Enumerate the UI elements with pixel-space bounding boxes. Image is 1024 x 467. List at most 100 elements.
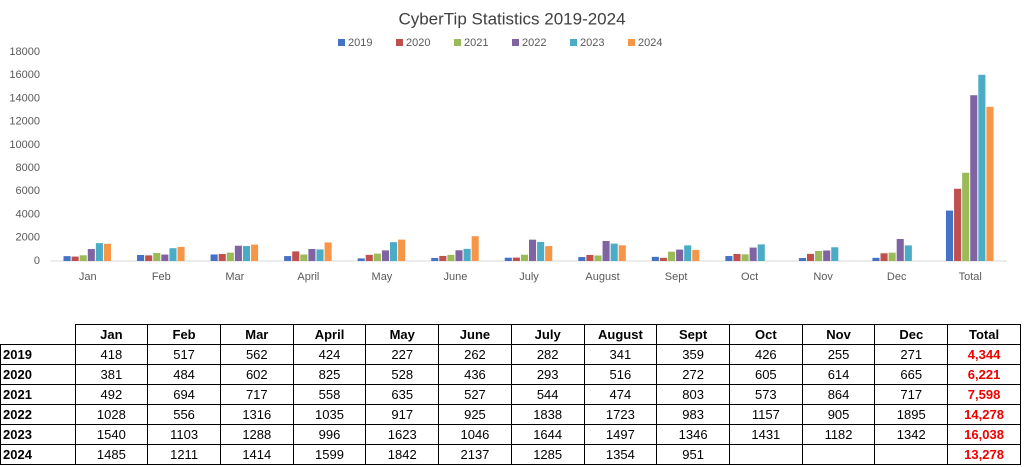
table-cell: 262 (438, 344, 512, 365)
table-cell: 917 (365, 404, 440, 425)
y-tick-label: 2000 (16, 232, 40, 244)
table-cell: 1723 (583, 404, 658, 425)
y-tick-label: 4000 (16, 208, 40, 220)
table-cell (801, 444, 876, 465)
bar (210, 254, 218, 261)
table-cell: 1842 (365, 444, 440, 465)
table-cell: 558 (292, 384, 367, 405)
x-tick-label: Oct (741, 271, 758, 283)
bar (733, 253, 741, 261)
bar (978, 74, 986, 261)
bar (512, 257, 520, 261)
x-tick-label: Nov (813, 271, 833, 283)
bar (504, 257, 512, 261)
bar (610, 243, 618, 261)
bar (431, 257, 439, 261)
table-cell: 516 (583, 364, 658, 385)
bar (251, 244, 259, 261)
table-cell: 341 (583, 344, 658, 365)
chart-title: CyberTip Statistics 2019-2024 (398, 9, 625, 28)
row-header: 2022 (0, 404, 76, 425)
y-tick-label: 10000 (9, 139, 40, 151)
table-cell: 2137 (438, 444, 512, 465)
x-tick-label: April (297, 271, 319, 283)
table-cell: 426 (728, 344, 803, 365)
table-cell: 951 (656, 444, 730, 465)
column-header: Nov (801, 324, 876, 345)
header-row: Jan Feb Mar April May June July August Sept Oct No… (0, 324, 1021, 345)
table-cell: 1103 (147, 424, 221, 445)
table-cell: 528 (365, 364, 440, 385)
x-tick-label: Sept (665, 271, 688, 283)
bar (880, 253, 888, 261)
table-row: 2022 1028 556 1316 1035 917 925 1838 1723 983 1157… (0, 404, 1021, 425)
x-tick-label: July (519, 271, 539, 283)
table-row: 2023 1540 1103 1288 996 1623 1046 1644 1497 1346 1… (0, 424, 1021, 445)
bar (578, 257, 586, 261)
table-row: 2021 492 694 717 558 635 527 544 474 803 573 864 717… (0, 384, 1021, 405)
bar (471, 236, 479, 261)
table-cell: 492 (74, 384, 149, 405)
table-cell: 359 (656, 344, 730, 365)
y-tick-label: 16000 (9, 69, 40, 81)
bar (169, 248, 177, 261)
bar (618, 245, 626, 261)
table-cell: 1623 (365, 424, 440, 445)
legend-label: 2022 (522, 37, 546, 49)
table-cell: 4,344 (947, 344, 1021, 365)
table-cell: 925 (438, 404, 512, 425)
table-cell: 1157 (728, 404, 803, 425)
table-cell: 1028 (74, 404, 149, 425)
x-tick-label: June (444, 271, 468, 283)
legend-label: 2024 (638, 37, 662, 49)
bar (586, 255, 594, 261)
bar (545, 246, 553, 261)
bar (87, 249, 95, 261)
y-tick-label: 18000 (9, 46, 40, 58)
bar (455, 250, 463, 261)
table-cell: 635 (365, 384, 440, 405)
table-cell: 282 (510, 344, 585, 365)
legend-swatch (454, 39, 461, 46)
y-tick-label: 0 (34, 255, 40, 267)
bar (594, 255, 602, 261)
bar (831, 247, 839, 261)
table-cell: 1644 (510, 424, 585, 445)
table-cell: 614 (801, 364, 876, 385)
x-tick-label: Jan (79, 271, 97, 283)
legend-swatch (396, 39, 403, 46)
bar (177, 246, 185, 261)
x-tick-label: Total (959, 271, 982, 283)
table-cell: 271 (874, 344, 949, 365)
bar (520, 254, 528, 261)
y-tick-label: 12000 (9, 116, 40, 128)
bar (757, 244, 765, 261)
bar (357, 258, 365, 261)
table-cell: 803 (656, 384, 730, 405)
bar (226, 252, 234, 261)
legend-swatch (338, 39, 345, 46)
row-header: 2024 (0, 444, 76, 465)
bar (798, 258, 806, 261)
bar (896, 238, 904, 261)
bar (161, 254, 169, 261)
table-cell: 1599 (292, 444, 367, 465)
chart: CyberTip Statistics 2019-2024 0 2000 4000 6… (9, 9, 1007, 283)
table-cell: 825 (292, 364, 367, 385)
bar (308, 248, 316, 261)
bar (79, 255, 87, 261)
bar (684, 245, 692, 261)
data-table: Jan Feb Mar April May June July August Sept Oct No… (0, 324, 1021, 465)
bar (749, 247, 757, 261)
table-cell: 717 (874, 384, 949, 405)
bar (381, 250, 390, 261)
bar (103, 243, 112, 261)
legend-label: 2020 (406, 37, 430, 49)
table-cell: 1540 (74, 424, 149, 445)
bar (284, 256, 292, 261)
bar (667, 251, 676, 261)
legend-swatch (512, 39, 519, 46)
bar (234, 245, 242, 261)
bar (537, 241, 545, 261)
table-row: 2020 381 484 602 825 528 436 293 516 272 605 614 665… (0, 364, 1021, 385)
